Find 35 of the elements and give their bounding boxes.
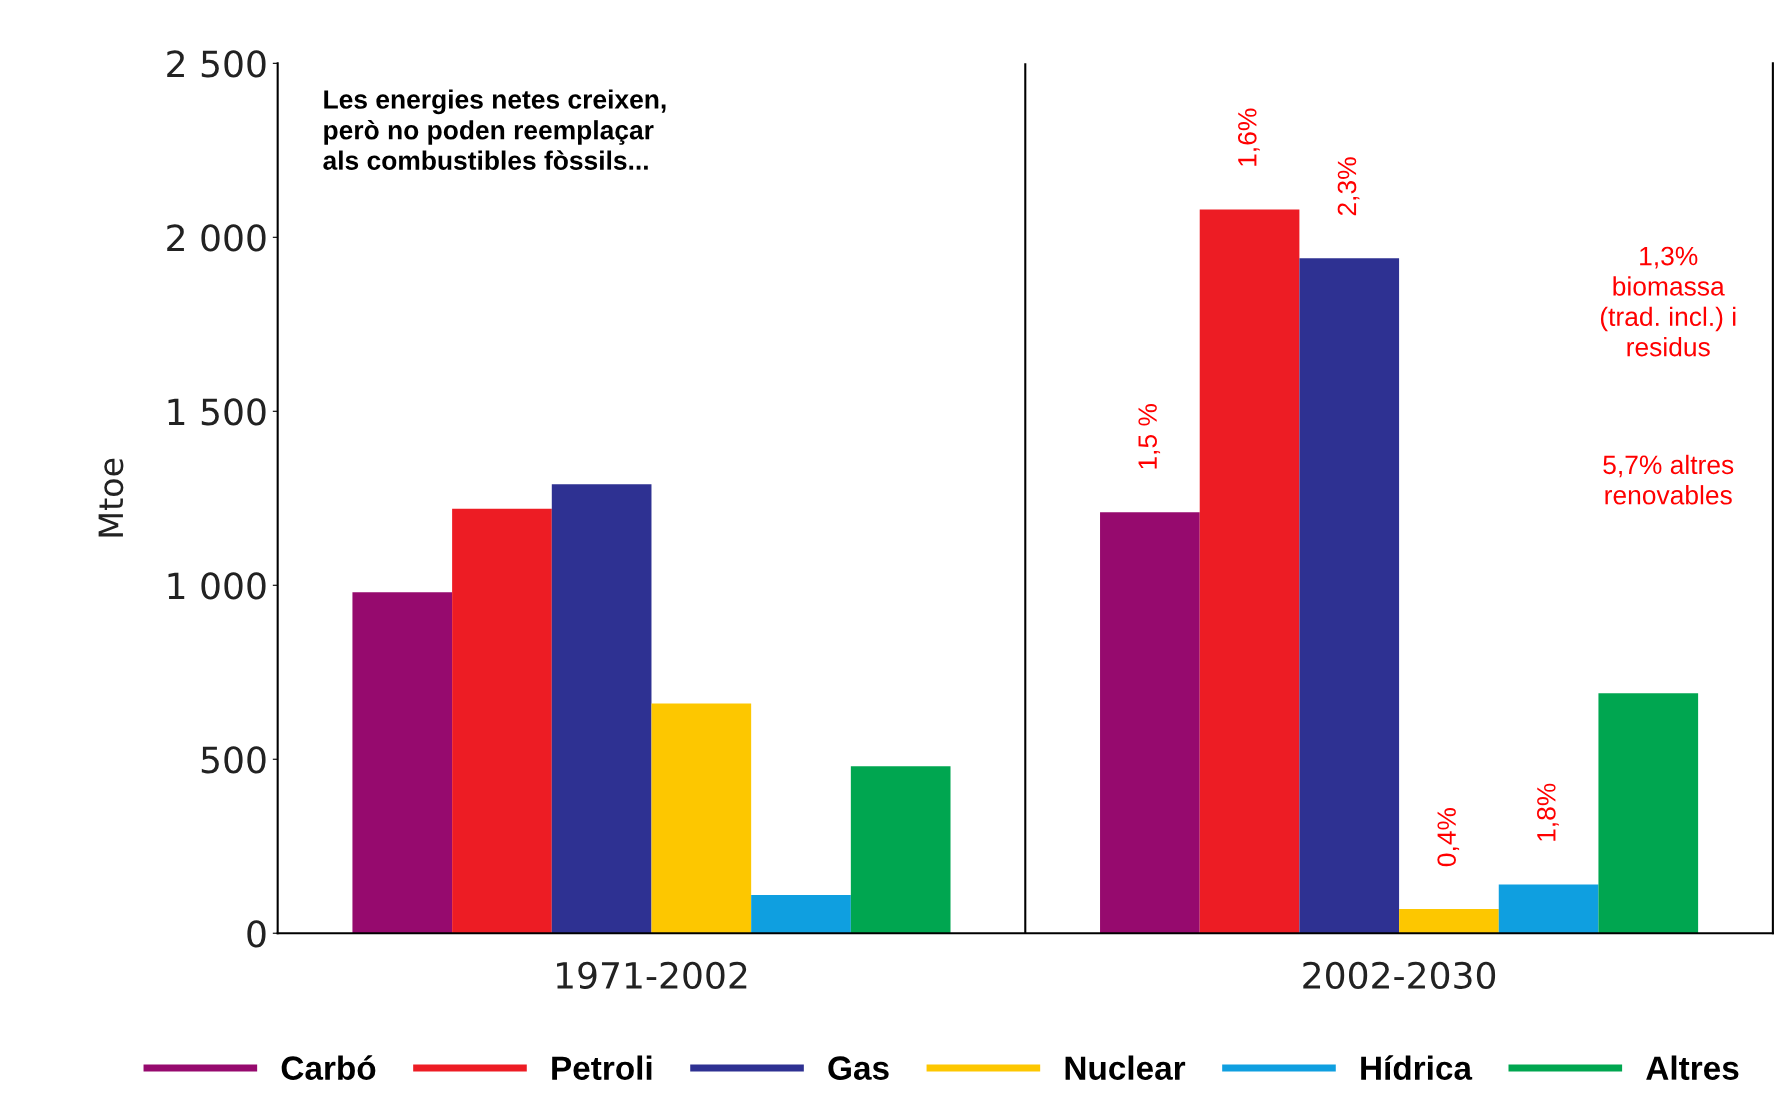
y-tick-label: 2 500	[167, 50, 266, 78]
bar	[352, 592, 453, 934]
bar	[1299, 258, 1400, 934]
legend-label: Carbó	[281, 1055, 376, 1080]
bar	[1199, 209, 1300, 934]
legend-label: Hídrica	[1361, 1055, 1473, 1080]
bar	[1399, 908, 1499, 934]
bar	[651, 703, 752, 934]
annotation: 5,7% altres renovables	[1603, 454, 1734, 505]
legend-label: Gas	[828, 1056, 889, 1080]
bar	[551, 484, 652, 934]
y-tick-label: 2 000	[167, 224, 266, 252]
y-axis-title: Mtoe	[98, 458, 124, 537]
annotation: 1,3% biomassa (trad. incl.) i residus	[1600, 246, 1736, 357]
bar	[1100, 512, 1200, 934]
legend-label: Petroli	[552, 1055, 652, 1080]
y-tick-label: 1 000	[168, 572, 266, 600]
x-tick-label: 1971-2002	[557, 961, 747, 989]
bar	[1498, 884, 1599, 934]
bar	[751, 894, 851, 934]
annotation: Les energies netes creixen, però no poden reemplaçar als combustibles fòssils...	[323, 89, 666, 170]
bar	[452, 508, 552, 934]
annotation: 0,4%	[1437, 808, 1460, 867]
annotation: 2,3%	[1337, 157, 1360, 216]
legend-label: Altres	[1646, 1055, 1739, 1080]
bar	[850, 766, 951, 934]
y-tick-label: 1 500	[168, 398, 266, 426]
bar	[1598, 693, 1699, 934]
y-tick-label: 0	[247, 920, 266, 948]
x-tick-label: 2002-2030	[1303, 961, 1496, 989]
legend-label: Nuclear	[1065, 1055, 1186, 1080]
annotation: 1,5 %	[1138, 403, 1161, 469]
annotation: 1,6%	[1237, 108, 1260, 166]
annotation: 1,8%	[1537, 783, 1559, 841]
y-tick-label: 500	[201, 746, 266, 774]
